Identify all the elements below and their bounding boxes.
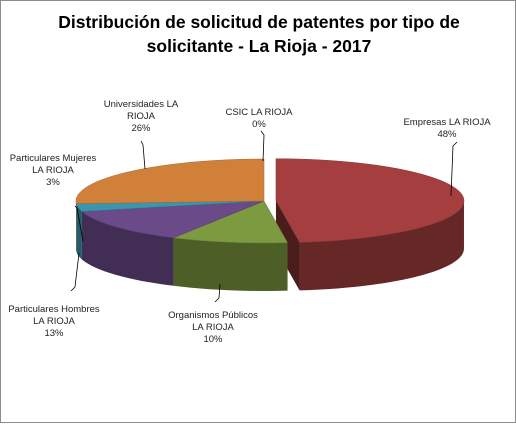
data-label-line: Universidades LA [104,99,179,110]
data-label-line: 10% [203,334,223,345]
data-label-line: LA RIOJA [33,316,75,327]
data-label-line: 0% [252,119,266,130]
data-label-line: RIOJA [127,111,156,122]
data-label-line: 26% [131,123,151,134]
data-label-line: 13% [44,328,64,339]
data-label-line: LA RIOJA [32,165,74,176]
pie-slices [76,159,464,291]
leader-line [71,253,79,291]
data-label-line: Particulares Mujeres [10,153,97,164]
data-label-line: 3% [46,177,60,188]
leader-line [261,131,264,161]
pie-slice-side-organismos-p-blicos-la-rioja-10 [173,238,287,291]
pie-slice-universidades-la-rioja-26 [76,159,264,204]
chart-title: Distribución de solicitud de patentes po… [58,12,460,56]
data-label-line: Empresas LA RIOJA [403,117,491,128]
data-label-line: 48% [437,129,457,140]
chart-title-line-2: solicitante - La Rioja - 2017 [147,36,372,56]
data-label-line: Particulares Hombres [8,304,100,315]
data-label-line: CSIC LA RIOJA [225,107,293,118]
leader-line [141,141,145,169]
data-label-line: Organismos Públicos [168,310,258,321]
chart-title-line-1: Distribución de solicitud de patentes po… [58,12,460,32]
data-label-line: LA RIOJA [192,322,234,333]
